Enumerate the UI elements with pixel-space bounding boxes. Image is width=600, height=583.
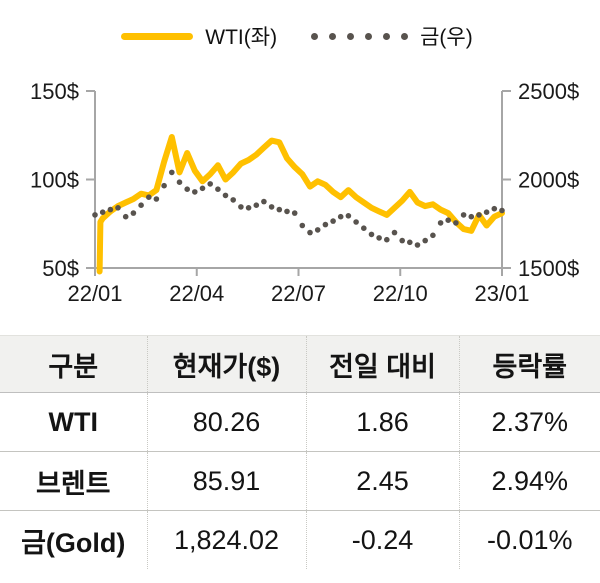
gold-series-dot bbox=[107, 206, 114, 213]
gold-series-dot bbox=[130, 210, 137, 216]
gold-series-dot bbox=[245, 205, 252, 211]
gold-series-dot bbox=[153, 196, 160, 202]
wti-change: 1.86 bbox=[305, 392, 459, 452]
gold-change: -0.24 bbox=[305, 510, 459, 569]
table-header-row: 구분 현재가($) 전일 대비 등락률 bbox=[0, 335, 600, 393]
gold-series-dot bbox=[230, 197, 236, 203]
gold-series-dot bbox=[268, 204, 275, 210]
x-axis-label: 22/04 bbox=[169, 281, 224, 306]
gold-series-dot bbox=[99, 209, 106, 215]
gold-series-dot bbox=[384, 236, 390, 243]
gold-series-dot bbox=[184, 186, 190, 192]
gold-series-dot bbox=[238, 204, 244, 210]
gold-series-dot bbox=[445, 217, 452, 223]
header-day-change: 전일 대비 bbox=[305, 335, 459, 393]
x-axis-label: 22/01 bbox=[67, 281, 122, 306]
gold-series-dot bbox=[468, 213, 475, 220]
gold-series-dot bbox=[353, 219, 359, 225]
gold-series-dot bbox=[399, 237, 406, 244]
brent-price: 85.91 bbox=[146, 451, 306, 511]
gold-change-rate: -0.01% bbox=[458, 510, 600, 569]
gold-series-dot bbox=[499, 207, 505, 214]
gold-series-dot bbox=[314, 227, 321, 233]
gold-series-dot bbox=[337, 213, 344, 220]
chart-legend: WTI(좌) 금(우) bbox=[0, 22, 600, 50]
gold-series-dot bbox=[215, 186, 221, 192]
header-current-price: 현재가($) bbox=[146, 335, 306, 393]
gold-series-dot bbox=[460, 212, 467, 218]
wti-line-swatch-icon bbox=[121, 32, 194, 40]
gold-series-dot bbox=[161, 182, 167, 189]
price-chart: 150$ 100$ 50$ 2500$ 2000$ 1500$ 22/01 22/04 22/0… bbox=[30, 79, 579, 306]
table-row-brent: 브렌트 85.91 2.45 2.94% bbox=[0, 451, 600, 511]
gold-series-dot bbox=[146, 194, 152, 200]
gold-series-dot bbox=[422, 237, 429, 244]
legend-label-gold: 금(우) bbox=[420, 26, 473, 49]
gold-series-dot bbox=[115, 205, 121, 211]
gold-series-dot bbox=[430, 232, 436, 239]
gold-series-dot bbox=[253, 202, 260, 208]
x-axis-label: 22/07 bbox=[271, 281, 326, 306]
brent-label: 브렌트 bbox=[0, 451, 147, 511]
gold-series-dot bbox=[330, 218, 336, 224]
left-axis-label: 50$ bbox=[42, 256, 79, 281]
quote-table: 구분 현재가($) 전일 대비 등락률 WTI 80.26 1.86 2.37%… bbox=[0, 335, 600, 569]
wti-label: WTI bbox=[0, 392, 147, 452]
gold-series-dot bbox=[207, 181, 213, 187]
gold-series-dot bbox=[138, 202, 144, 208]
gold-series-dot bbox=[414, 242, 421, 248]
gold-series-dot bbox=[322, 221, 329, 228]
header-category: 구분 bbox=[0, 335, 147, 393]
table-row-gold: 금(Gold) 1,824.02 -0.24 -0.01% bbox=[0, 510, 600, 569]
gold-series-dot bbox=[122, 213, 129, 220]
wti-series-line bbox=[96, 134, 505, 275]
gold-price: 1,824.02 bbox=[146, 510, 306, 569]
header-change-rate: 등락률 bbox=[458, 335, 600, 393]
gold-dots-swatch-icon bbox=[311, 32, 409, 40]
gold-series-dot bbox=[307, 229, 313, 236]
x-axis-label: 22/10 bbox=[373, 281, 428, 306]
gold-series-dot bbox=[276, 206, 283, 213]
x-axis-label: 23/01 bbox=[474, 281, 529, 306]
table-row-wti: WTI 80.26 1.86 2.37% bbox=[0, 392, 600, 452]
gold-series-dot bbox=[199, 185, 206, 192]
left-axis-label: 100$ bbox=[30, 168, 79, 193]
legend-label-wti: WTI(좌) bbox=[205, 26, 278, 49]
gold-series-dot bbox=[345, 213, 352, 219]
gold-series-dot bbox=[169, 169, 175, 176]
gold-series-dot bbox=[92, 212, 98, 218]
right-axis-label: 2000$ bbox=[518, 168, 579, 193]
gold-series-dot bbox=[491, 205, 498, 212]
gold-series-dot bbox=[291, 210, 298, 216]
gold-series-dot bbox=[376, 235, 382, 241]
gold-series-dot bbox=[192, 189, 198, 195]
wti-price: 80.26 bbox=[146, 392, 306, 452]
gold-series-dot bbox=[261, 198, 267, 205]
right-axis-label: 2500$ bbox=[518, 79, 579, 104]
brent-change-rate: 2.94% bbox=[458, 451, 600, 511]
gold-series-dot bbox=[391, 229, 398, 236]
gold-series-dot bbox=[476, 212, 482, 218]
gold-label: 금(Gold) bbox=[21, 527, 126, 558]
left-axis-label: 150$ bbox=[30, 79, 79, 104]
gold-series-dot bbox=[483, 209, 490, 215]
gold-series-dot bbox=[361, 225, 367, 231]
gold-series-dot bbox=[437, 220, 444, 226]
gold-series-dot bbox=[299, 222, 306, 229]
gold-series-dot bbox=[176, 179, 183, 185]
right-axis-label: 1500$ bbox=[518, 256, 579, 281]
gold-series-dot bbox=[284, 208, 290, 215]
brent-change: 2.45 bbox=[305, 451, 459, 511]
gold-series-dot bbox=[453, 220, 459, 226]
wti-change-rate: 2.37% bbox=[458, 392, 600, 452]
gold-series-dot bbox=[222, 192, 229, 199]
gold-series-dot bbox=[368, 231, 375, 238]
gold-series-dot bbox=[407, 239, 413, 246]
